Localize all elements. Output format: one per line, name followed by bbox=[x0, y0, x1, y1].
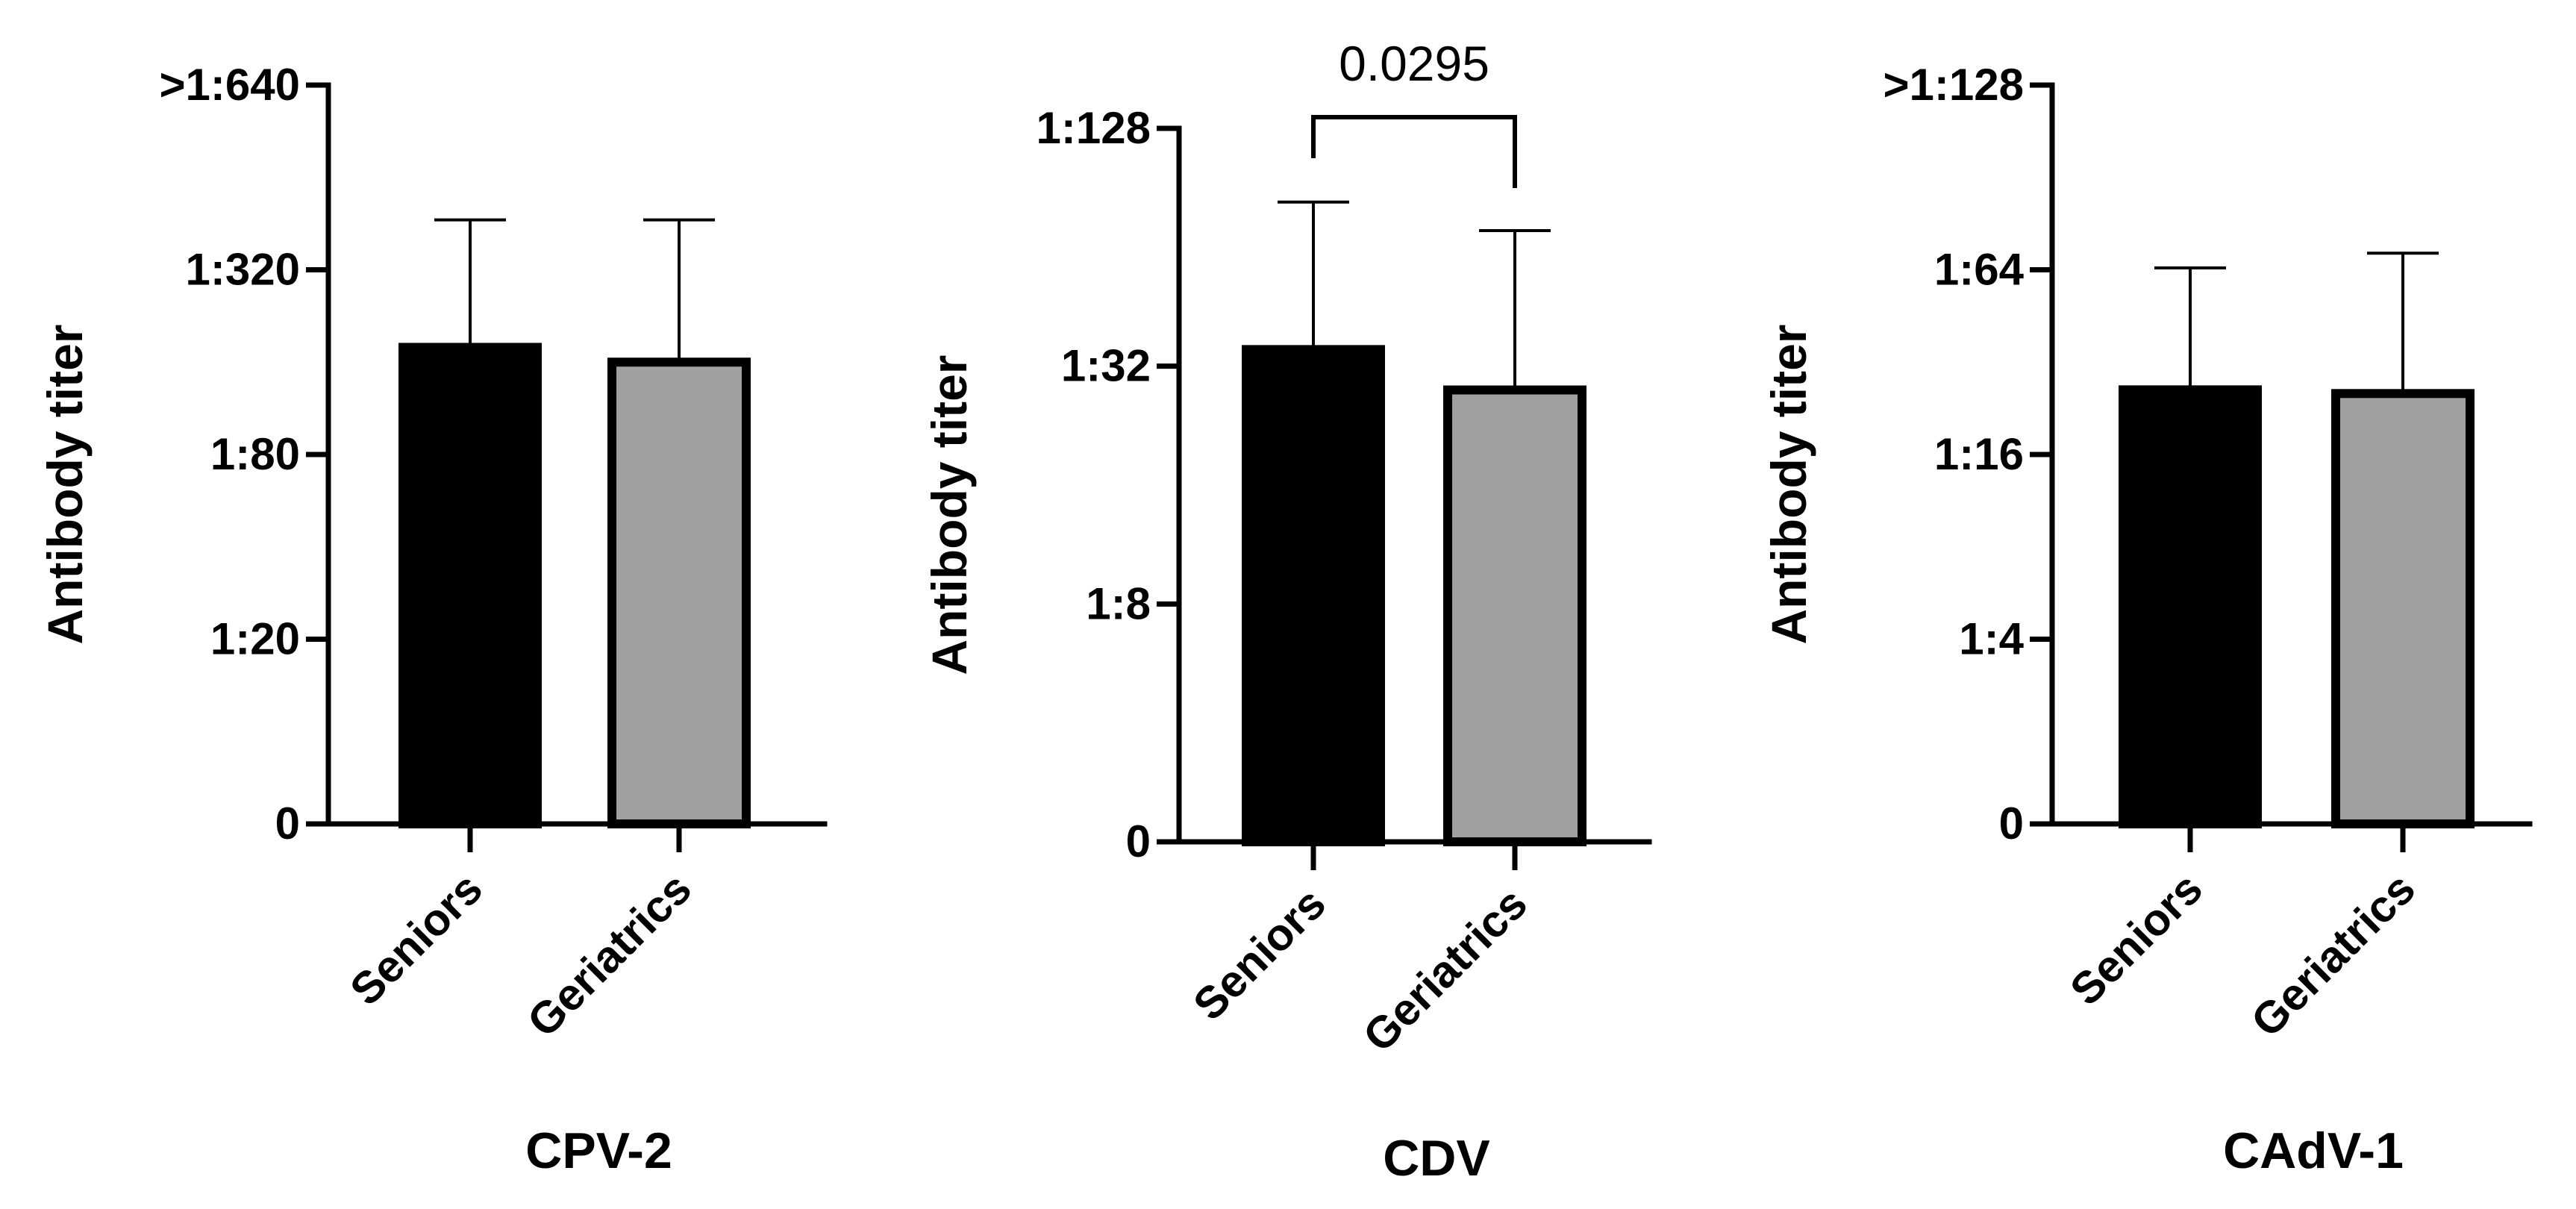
y-tick-label: 0 bbox=[1999, 799, 2024, 849]
category-label-seniors: Seniors bbox=[1184, 878, 1335, 1030]
panel-cpv2: 0 1:20 1:80 1:320 >1:640 Antibody titer Senior… bbox=[37, 60, 828, 1179]
y-tick-label: 1:80 bbox=[210, 429, 300, 479]
y-tick-label: 1:4 bbox=[1959, 614, 2024, 664]
significance-p-value: 0.0295 bbox=[1339, 36, 1489, 91]
panel-cdv: 0 1:8 1:32 1:128 Antibody titer Seniors Geriat… bbox=[922, 36, 1652, 1187]
y-tick-label: 1:320 bbox=[186, 245, 300, 295]
category-label-seniors: Seniors bbox=[2060, 863, 2212, 1015]
bar-seniors bbox=[1242, 345, 1385, 846]
y-tick-label: 1:20 bbox=[210, 614, 300, 664]
category-label-geriatrics: Geriatrics bbox=[2242, 863, 2425, 1046]
bar-geriatrics bbox=[1443, 385, 1586, 846]
panel-cadv1: 0 1:4 1:16 1:64 >1:128 Antibody titer Seniors G… bbox=[1761, 60, 2533, 1179]
y-tick-label: 1:128 bbox=[1037, 103, 1151, 153]
bar-seniors bbox=[398, 343, 542, 828]
y-tick-label: >1:128 bbox=[1883, 60, 2025, 110]
y-tick-label: 1:8 bbox=[1086, 578, 1151, 628]
y-tick-label: 1:16 bbox=[1934, 429, 2024, 479]
bar-geriatrics bbox=[2331, 389, 2475, 828]
x-axis-title: CPV-2 bbox=[525, 1122, 672, 1179]
y-tick-label: 1:32 bbox=[1061, 341, 1151, 391]
y-tick-label: 1:64 bbox=[1934, 245, 2025, 295]
category-label-geriatrics: Geriatrics bbox=[518, 863, 701, 1046]
y-tick-label: >1:640 bbox=[160, 60, 301, 110]
y-tick-label: 0 bbox=[1126, 816, 1151, 866]
x-axis-title: CDV bbox=[1383, 1130, 1490, 1187]
significance-bracket bbox=[1311, 115, 1517, 188]
y-tick-label: 0 bbox=[275, 799, 300, 849]
category-label-geriatrics: Geriatrics bbox=[1354, 878, 1536, 1061]
y-axis-title: Antibody titer bbox=[1761, 325, 1816, 645]
y-axis-title: Antibody titer bbox=[922, 355, 977, 675]
y-axis-title: Antibody titer bbox=[37, 325, 93, 645]
bar-seniors bbox=[2119, 385, 2262, 828]
x-axis-title: CAdV-1 bbox=[2223, 1122, 2404, 1179]
category-label-seniors: Seniors bbox=[340, 863, 492, 1015]
bar-geriatrics bbox=[607, 357, 751, 828]
